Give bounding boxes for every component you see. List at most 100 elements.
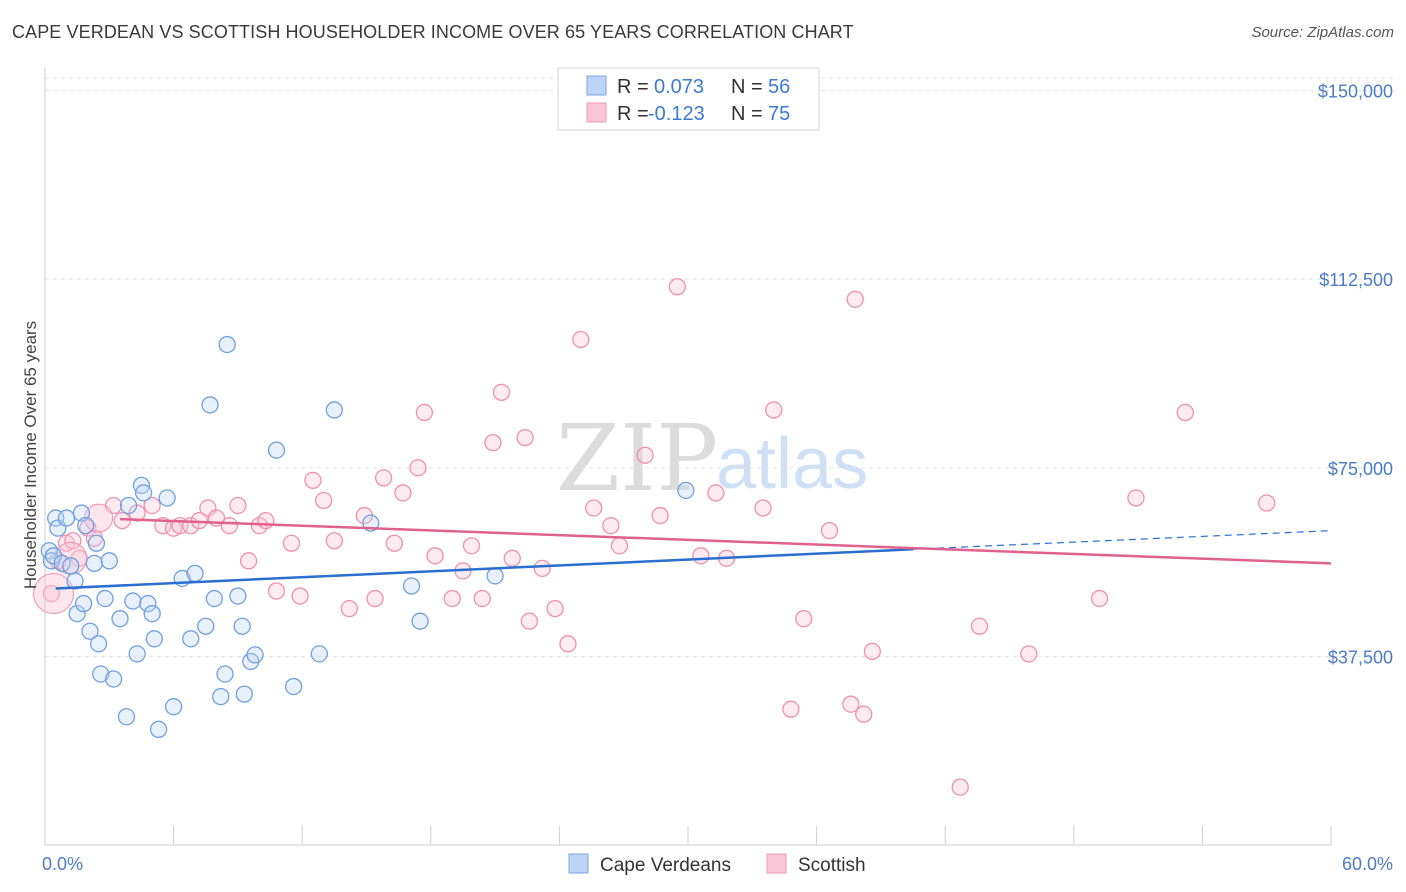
scottish-point: [863, 642, 881, 661]
scottish-point: [559, 635, 577, 653]
legend-r-value-2: -0.123: [648, 103, 705, 125]
scottish-point: [257, 511, 275, 530]
cape-verdean-point: [246, 646, 264, 664]
scottish-point: [314, 491, 333, 510]
scottish-point: [651, 506, 669, 525]
cape-verdean-point: [128, 645, 146, 663]
cape-verdean-point: [229, 587, 247, 605]
cape-verdean-point: [145, 630, 163, 648]
scottish-point: [443, 589, 461, 608]
scottish-point: [692, 547, 710, 565]
y-tick-label: $75,000: [1328, 459, 1393, 479]
cape-verdean-point: [216, 665, 234, 683]
axes: [44, 68, 1332, 846]
legend-n-label-2: N =: [731, 103, 763, 125]
cape-verdean-points: [40, 335, 695, 738]
scottish-point: [394, 484, 412, 502]
cape-verdean-point: [284, 677, 303, 696]
cape-verdean-point: [111, 610, 129, 628]
tick-labels: $37,500 $75,000 $112,500 $150,000 0.0% 60.0%: [42, 82, 1393, 874]
cape-verdean-point: [212, 687, 230, 706]
legend-box: R = 0.073 N = 56 R = -0.123 N = 75: [557, 67, 820, 131]
scottish-point: [1090, 589, 1109, 608]
scottish-trend-line: [119, 517, 1332, 565]
scottish-point: [426, 547, 444, 565]
cape-verdean-point: [92, 665, 110, 683]
cape-verdean-point: [218, 335, 236, 354]
x-tick-label-min: 0.0%: [42, 854, 83, 874]
scottish-point: [484, 433, 502, 452]
cape-verdean-point: [158, 489, 176, 507]
cape-verdean-point: [205, 589, 223, 608]
cape-verdean-point: [85, 554, 103, 572]
bottom-legend: Cape Verdeans Scottish: [568, 853, 866, 876]
scottish-point: [668, 278, 686, 296]
scottish-point: [366, 589, 384, 608]
scottish-point: [1176, 403, 1194, 422]
scottish-point: [42, 584, 61, 603]
scottish-point: [340, 599, 359, 618]
scottish-point: [533, 559, 551, 578]
cape-verdean-point: [119, 496, 138, 515]
scottish-point: [374, 469, 393, 487]
cape-verdean-trend-line: [55, 548, 914, 590]
scottish-point: [610, 537, 629, 555]
x-tick-label-max: 60.0%: [1342, 854, 1393, 874]
bottom-legend-swatch-cape: [568, 853, 589, 874]
cape-verdean-point: [486, 567, 504, 585]
scottish-point: [572, 330, 590, 349]
scottish-point: [503, 549, 521, 567]
cape-verdean-point: [139, 594, 157, 613]
cape-verdean-point: [89, 635, 108, 653]
cape-verdean-point: [186, 564, 204, 583]
scottish-point: [267, 582, 286, 600]
scottish-point: [636, 446, 654, 464]
scottish-point: [855, 705, 873, 723]
cape-verdean-point: [197, 617, 215, 635]
cape-verdean-point: [100, 552, 118, 570]
cape-verdean-point: [149, 720, 168, 738]
scottish-point: [304, 471, 322, 490]
chart-source: Source: ZipAtlas.com: [1251, 24, 1394, 41]
cape-verdean-point: [677, 481, 695, 500]
legend-n-value-2: 75: [768, 103, 790, 125]
scottish-point: [970, 617, 989, 635]
cape-verdean-point: [77, 516, 95, 535]
cape-verdean-point: [62, 557, 80, 575]
scottish-point: [846, 290, 864, 308]
bottom-legend-swatch-scot: [766, 853, 787, 874]
legend-r-label-2: R =: [617, 103, 649, 125]
cape-verdean-point: [310, 645, 328, 663]
scottish-point: [325, 532, 344, 550]
y-tick-label: $37,500: [1328, 647, 1393, 667]
scottish-point: [516, 428, 534, 447]
scottish-points: [33, 278, 1276, 796]
scottish-point: [239, 552, 258, 570]
scottish-point: [520, 612, 539, 630]
y-axis-label: Householder Income Over 65 years: [21, 321, 40, 589]
scottish-point: [64, 532, 82, 550]
cape-verdean-point: [74, 594, 93, 613]
scottish-point: [1020, 645, 1038, 663]
scottish-point: [1258, 494, 1276, 512]
legend-n-label-1: N =: [731, 76, 763, 98]
scottish-point: [951, 778, 969, 796]
cape-verdean-point: [134, 484, 153, 502]
cape-verdean-point: [402, 577, 421, 595]
scottish-point: [820, 522, 839, 540]
scottish-point: [409, 459, 427, 477]
cape-verdean-point: [143, 604, 161, 623]
legend-r-value-1: 0.073: [654, 76, 704, 98]
grid-lines: [45, 77, 1395, 657]
legend-n-value-1: 56: [768, 76, 790, 98]
scottish-point: [765, 401, 783, 419]
scottish-cluster-point: [33, 573, 75, 615]
scottish-point: [707, 484, 725, 502]
y-tick-label: $150,000: [1318, 82, 1393, 102]
cape-verdean-point: [117, 708, 136, 726]
legend-swatch-cape: [586, 75, 607, 96]
scottish-point: [546, 599, 564, 618]
scottish-point: [415, 403, 434, 422]
cape-verdean-point: [182, 630, 200, 648]
